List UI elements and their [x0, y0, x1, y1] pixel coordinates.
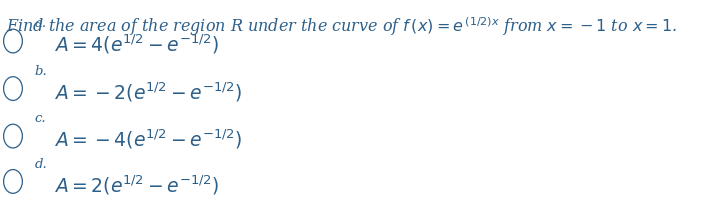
Text: $A = 4(e^{1/2} - e^{-1/2})$: $A = 4(e^{1/2} - e^{-1/2})$ [54, 33, 219, 56]
Text: Find the area of the region R under the curve of $f\,(x) = e^{\,(1/2)x}$ from $x: Find the area of the region R under the … [6, 15, 677, 38]
Text: $A = -2(e^{1/2} - e^{-1/2})$: $A = -2(e^{1/2} - e^{-1/2})$ [54, 80, 242, 104]
Text: d.: d. [35, 158, 48, 171]
Text: $A = 2(e^{1/2} - e^{-1/2})$: $A = 2(e^{1/2} - e^{-1/2})$ [54, 173, 219, 197]
Text: a.: a. [35, 17, 47, 30]
Text: $A = -4(e^{1/2} - e^{-1/2})$: $A = -4(e^{1/2} - e^{-1/2})$ [54, 128, 242, 151]
Text: c.: c. [35, 112, 46, 125]
Text: b.: b. [35, 65, 48, 78]
